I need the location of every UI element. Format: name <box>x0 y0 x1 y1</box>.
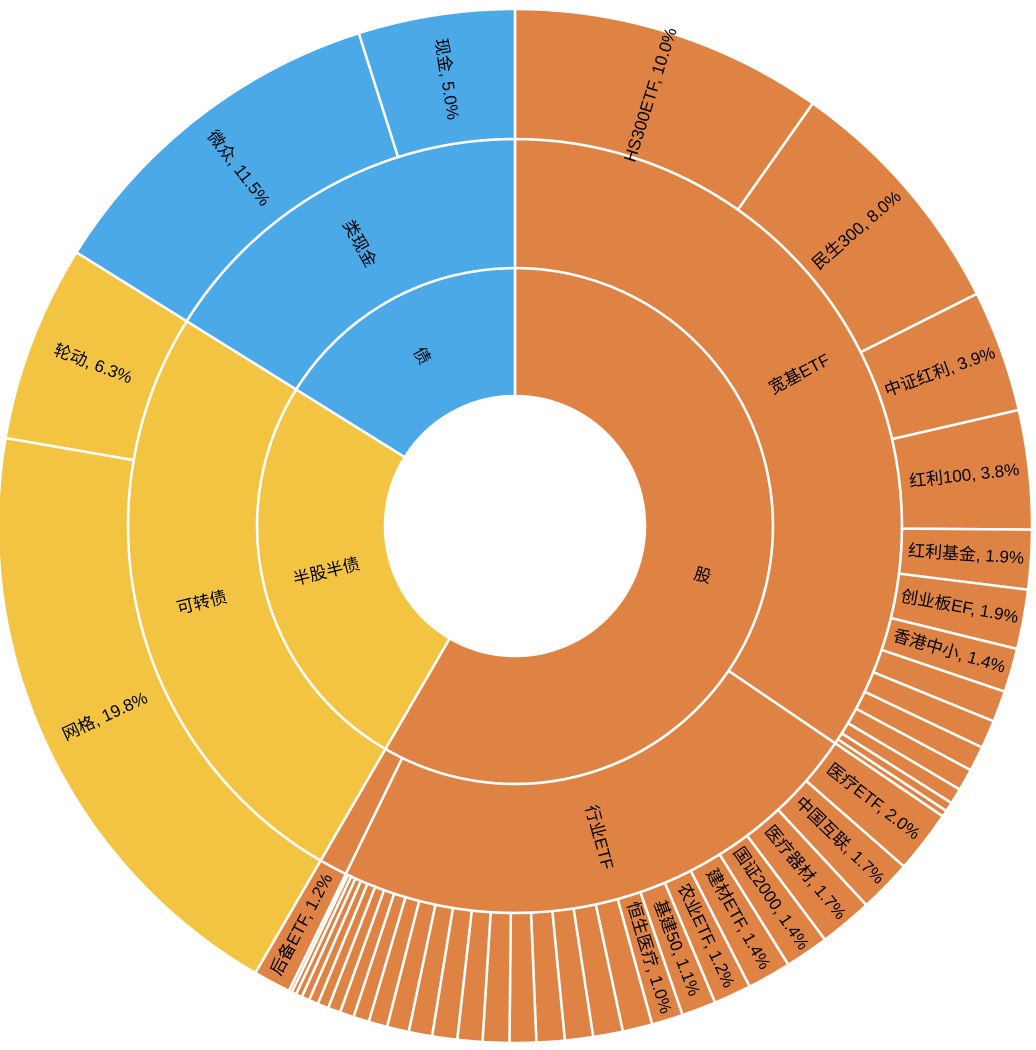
label-ring0-股: 股 <box>692 564 713 587</box>
segment-ring2-unnamed <box>508 911 538 1045</box>
segment-ring2-现金 <box>357 7 517 159</box>
segment-ring2-网格 <box>0 436 323 975</box>
